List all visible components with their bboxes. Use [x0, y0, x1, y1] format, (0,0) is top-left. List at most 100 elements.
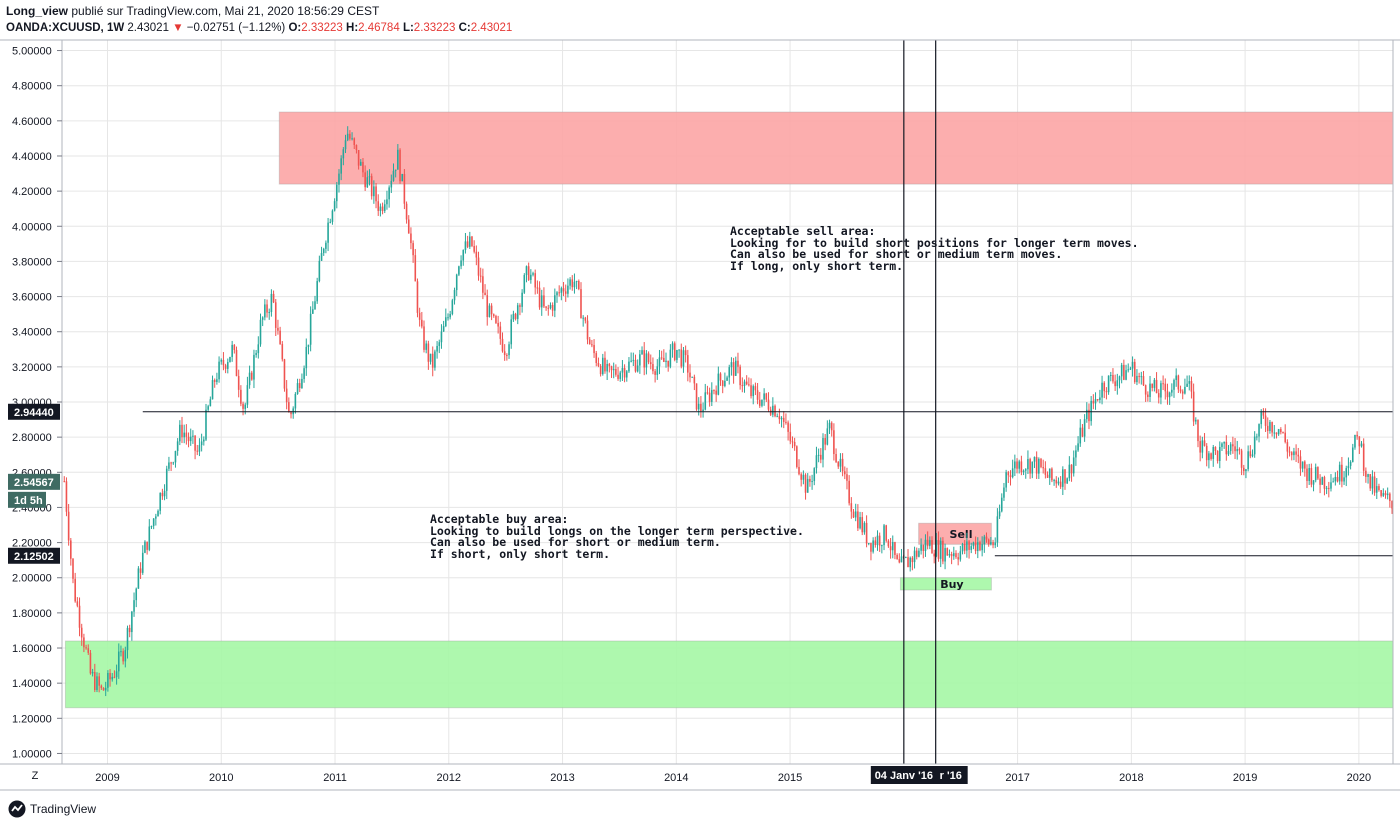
candle-body	[796, 446, 798, 467]
x-tick-label: 2014	[664, 772, 688, 784]
candle-body	[1171, 389, 1173, 393]
candle-body	[255, 353, 257, 355]
candle-body	[1314, 467, 1317, 481]
candle-body	[1116, 380, 1119, 387]
candle-body	[270, 293, 273, 313]
candle-body	[222, 359, 225, 366]
candle-body	[233, 344, 236, 350]
candle-body	[970, 546, 973, 550]
candle-body	[665, 360, 667, 362]
candle-body	[1105, 391, 1108, 393]
close-label: C:	[458, 22, 471, 34]
candle-body	[418, 312, 421, 320]
candle-body	[83, 637, 85, 648]
candle-body	[1384, 493, 1387, 496]
candle-body	[1251, 454, 1254, 457]
candle-body	[748, 384, 750, 386]
candle-body	[1306, 468, 1308, 481]
y-tick-label: 4.60000	[12, 116, 52, 128]
candle-body	[837, 462, 840, 467]
candle-body	[1085, 409, 1088, 420]
candle-body	[950, 554, 953, 557]
candle-body	[148, 526, 151, 550]
countdown-label: 1d 5h	[14, 495, 43, 507]
candle-body	[475, 251, 478, 258]
candle-body	[449, 314, 451, 318]
candle-body	[458, 266, 460, 275]
candle-body	[599, 365, 602, 375]
candle-body	[181, 424, 183, 438]
candle-body	[120, 651, 122, 653]
candle-body	[325, 242, 327, 249]
candle-body	[1275, 432, 1278, 435]
candle-body	[645, 353, 648, 368]
candle-body	[625, 371, 628, 378]
candle-body	[290, 412, 292, 415]
candle-body	[1354, 434, 1356, 448]
candle-body	[1210, 453, 1212, 459]
candle-body	[582, 317, 584, 319]
y-tick-label: 1.00000	[12, 748, 52, 760]
y-tick-label: 4.80000	[12, 81, 52, 93]
low-value: 2.33223	[413, 22, 456, 34]
candle-body	[1153, 379, 1156, 388]
candle-body	[388, 187, 390, 200]
candle-body	[128, 627, 131, 633]
candle-body	[78, 605, 81, 628]
y-tick-label: 3.20000	[12, 362, 52, 374]
candle-body	[1389, 493, 1391, 502]
candle-body	[349, 133, 351, 139]
candle-body	[972, 542, 975, 547]
candle-body	[711, 390, 713, 402]
candle-body	[811, 481, 813, 483]
candle-body	[355, 145, 358, 151]
candle-body	[684, 350, 687, 356]
candle-body	[91, 671, 94, 674]
candle-body	[959, 551, 962, 560]
symbol-label[interactable]: OANDA:XCUUSD, 1W	[6, 22, 125, 34]
brand-label[interactable]: TradingView	[30, 802, 97, 816]
candle-body	[724, 380, 726, 386]
candle-body	[492, 314, 495, 316]
candle-body	[785, 421, 787, 423]
quote-line: OANDA:XCUUSD, 1W 2.43021 ▼ −0.02751 (−1.…	[6, 20, 906, 37]
candle-body	[333, 201, 336, 211]
candle-body	[1242, 467, 1245, 472]
candle-body	[168, 462, 170, 469]
candle-body	[1059, 481, 1062, 487]
candle-body	[765, 393, 768, 400]
candle-body	[216, 379, 218, 382]
candle-body	[983, 536, 986, 545]
candle-body	[643, 350, 646, 368]
candle-body	[870, 543, 872, 552]
candle-body	[1157, 393, 1160, 398]
candle-body	[547, 307, 550, 309]
candle-body	[632, 359, 635, 361]
price-label: 2.94440	[14, 407, 54, 419]
candle-body	[859, 517, 861, 529]
candle-body	[820, 454, 822, 460]
candle-body	[700, 403, 702, 412]
candle-body	[1212, 447, 1215, 459]
candle-body	[963, 543, 966, 551]
candle-body	[911, 557, 914, 563]
candle-body	[918, 550, 920, 557]
candle-body	[1264, 415, 1267, 426]
candle-body	[1035, 456, 1038, 474]
candle-body	[301, 378, 303, 389]
candle-body	[824, 438, 826, 445]
candle-body	[1218, 446, 1221, 461]
candle-body	[1053, 480, 1055, 482]
candle-body	[113, 676, 116, 678]
candle-body	[957, 557, 959, 560]
candle-body	[525, 266, 528, 276]
candle-body	[1391, 501, 1393, 509]
author-name[interactable]: Long_view	[6, 4, 69, 18]
timezone-label[interactable]: Z	[32, 770, 39, 782]
y-tick-label: 1.60000	[12, 643, 52, 655]
candle-body	[534, 273, 537, 288]
candle-body	[874, 540, 877, 546]
candle-body	[619, 372, 622, 379]
candle-body	[1007, 472, 1010, 476]
